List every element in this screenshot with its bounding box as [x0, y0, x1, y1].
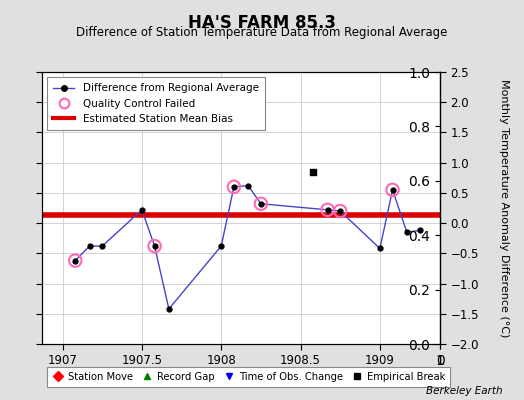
- Text: Berkeley Earth: Berkeley Earth: [427, 386, 503, 396]
- Text: Difference of Station Temperature Data from Regional Average: Difference of Station Temperature Data f…: [77, 26, 447, 39]
- Y-axis label: Monthly Temperature Anomaly Difference (°C): Monthly Temperature Anomaly Difference (…: [498, 79, 508, 337]
- Point: [257, 200, 265, 207]
- Point: [150, 243, 159, 249]
- Point: [71, 257, 80, 264]
- Point: [388, 187, 397, 193]
- Point: [230, 184, 238, 190]
- Legend: Station Move, Record Gap, Time of Obs. Change, Empirical Break: Station Move, Record Gap, Time of Obs. C…: [47, 366, 450, 386]
- Text: HA'S FARM 85.3: HA'S FARM 85.3: [188, 14, 336, 32]
- Point: [323, 207, 332, 213]
- Point: [309, 168, 318, 175]
- Point: [336, 208, 344, 214]
